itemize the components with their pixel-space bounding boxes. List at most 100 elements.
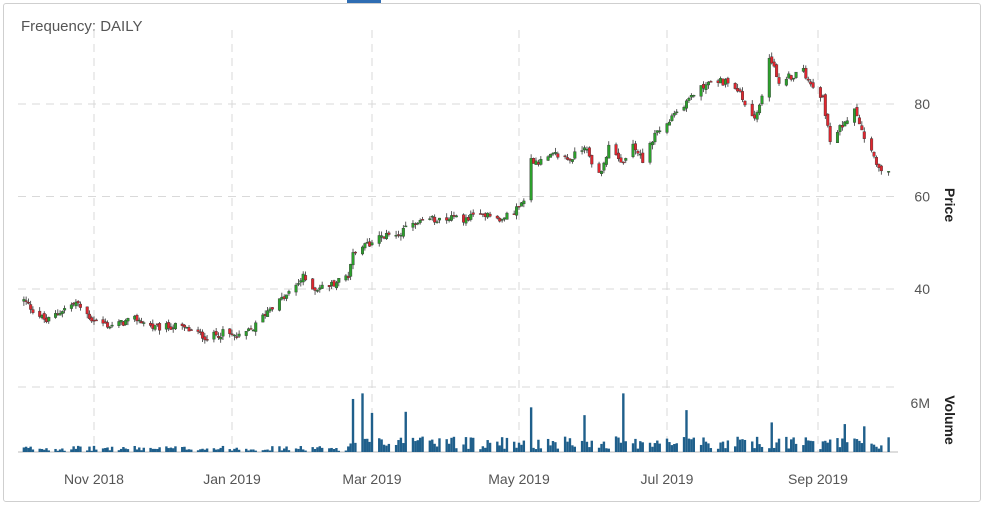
volume-bar: [438, 438, 441, 452]
volume-bar: [656, 440, 659, 452]
candle-body: [287, 291, 291, 294]
candle-body: [437, 217, 441, 221]
candle-body: [672, 113, 676, 116]
volume-bar: [165, 446, 168, 452]
candle-body: [24, 300, 28, 302]
candle-body: [320, 284, 324, 289]
candle-body: [872, 151, 876, 157]
volume-bar: [54, 448, 57, 452]
volume-bar: [505, 437, 509, 452]
volume-bar: [863, 426, 866, 452]
candle-body: [106, 322, 110, 328]
candle-body: [532, 158, 536, 164]
candle-body: [334, 282, 338, 289]
candle-body: [404, 225, 408, 228]
volume-bar: [772, 447, 776, 452]
candle-body: [515, 206, 519, 216]
volume-bar: [361, 393, 364, 452]
volume-bar: [126, 449, 130, 452]
candle-body: [428, 218, 432, 220]
volume-bar: [804, 437, 808, 452]
candle-body: [173, 322, 177, 330]
volume-bar: [354, 442, 357, 452]
candle-body: [158, 323, 162, 331]
volume-bar: [573, 446, 577, 452]
volume-bar: [452, 436, 456, 452]
volume-bar: [349, 443, 352, 452]
volume-bar: [122, 447, 125, 452]
volume-bar: [546, 438, 550, 452]
volume-bar: [811, 441, 815, 452]
candle-body: [519, 202, 523, 207]
volume-bar: [151, 448, 155, 452]
volume-bar: [665, 438, 669, 452]
candle-body: [775, 64, 779, 77]
candle-body: [47, 316, 51, 322]
volume-bar: [230, 450, 234, 452]
candle-body: [633, 143, 637, 151]
candle-body: [311, 278, 315, 290]
volume-bar: [212, 448, 216, 452]
candle-body: [570, 159, 574, 162]
candle-body: [29, 304, 33, 310]
candle-body: [22, 299, 26, 302]
volume-bar: [716, 448, 720, 452]
volume-bar: [72, 446, 75, 452]
volume-bar: [787, 448, 790, 452]
candle-body: [377, 235, 381, 244]
candle-body: [787, 73, 791, 79]
volume-bar: [828, 439, 832, 452]
x-tick-label: Jan 2019: [203, 471, 261, 487]
volume-bar: [285, 446, 288, 452]
volume-bar: [283, 448, 286, 452]
candle-body: [636, 150, 640, 154]
candle-body: [638, 153, 642, 156]
candle-body: [621, 161, 625, 164]
candle-body: [361, 246, 365, 255]
candle-body: [126, 318, 130, 322]
volume-bar: [639, 441, 642, 452]
volume-bar: [481, 446, 485, 452]
candle-body: [140, 321, 144, 324]
candle-body: [719, 78, 723, 84]
volume-bar: [634, 438, 637, 452]
candle-body: [675, 111, 679, 114]
volume-bar: [585, 441, 589, 452]
candle-body: [228, 328, 232, 335]
volume-bar: [807, 440, 810, 452]
candle-body: [706, 81, 710, 86]
candle-body: [433, 216, 437, 223]
candle-body: [119, 320, 123, 323]
candle-body: [709, 81, 713, 83]
volume-bar: [245, 448, 248, 452]
candle-body: [247, 328, 251, 331]
candle-body: [90, 317, 94, 322]
candle-body: [536, 162, 540, 165]
candle-body: [587, 147, 591, 157]
volume-bar: [673, 444, 676, 452]
candle-body: [750, 103, 754, 117]
volume-bar: [368, 441, 371, 452]
candle-body: [363, 243, 367, 249]
volume-bar: [726, 440, 730, 452]
candle-body: [411, 222, 415, 228]
volume-bar: [838, 447, 842, 452]
candle-body: [726, 77, 730, 84]
candle-body: [529, 158, 533, 201]
volume-bar: [287, 450, 291, 452]
candle-body: [549, 153, 553, 158]
candle-body: [755, 112, 759, 120]
volume-bar: [235, 447, 238, 452]
volume-bar: [201, 448, 204, 452]
volume-bar: [692, 437, 695, 452]
volume-bar: [790, 439, 793, 452]
candle-body: [167, 322, 171, 329]
volume-bar: [153, 448, 157, 452]
volume-bar: [887, 437, 890, 452]
volume-bar: [320, 447, 324, 452]
volume-bar: [843, 424, 846, 452]
volume-bar: [836, 438, 839, 452]
candle-body: [716, 80, 720, 83]
volume-bar: [140, 450, 143, 452]
